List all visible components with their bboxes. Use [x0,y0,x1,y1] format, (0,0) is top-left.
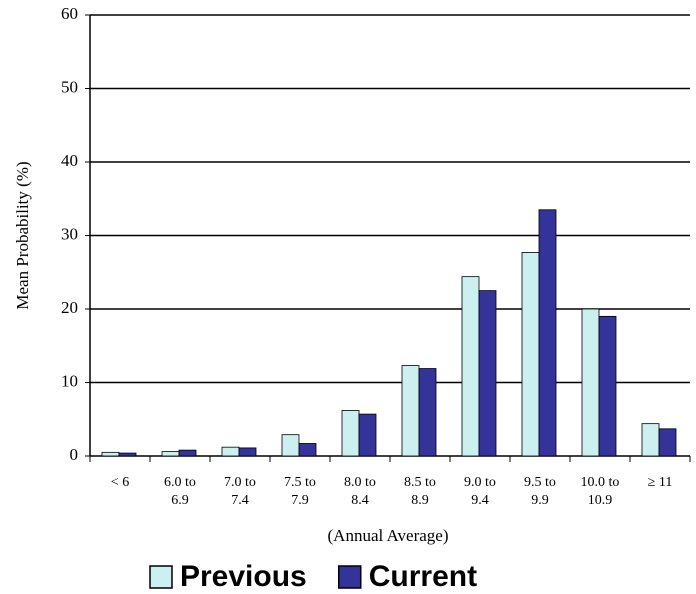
x-tick-label: 9.5 to 9.9 [524,475,556,508]
bar [478,290,497,457]
y-tick-label: 0 [70,445,79,464]
bar [101,451,120,457]
bar [521,252,540,457]
y-tick-label: 60 [61,4,78,23]
bar [161,451,180,457]
x-tick-label: ≥ 11 [647,475,673,490]
bar [581,308,600,457]
bar [658,428,677,457]
x-tick-label: 9.0 to 9.4 [464,475,496,508]
y-tick-label: 10 [61,371,78,390]
y-tick-label: 50 [61,77,78,96]
bar [358,413,377,457]
y-axis-label: Mean Probability (%) [13,161,32,309]
bar [118,452,137,457]
bar [401,365,420,457]
bar [538,209,557,457]
bar [641,423,660,457]
y-tick-label: 30 [61,224,78,243]
bar [418,368,437,457]
bar [178,449,197,457]
y-tick-label: 20 [61,298,78,317]
x-tick-label: 7.5 to 7.9 [284,475,316,508]
x-tick-label: 8.5 to 8.9 [404,475,436,508]
legend-swatch [337,565,362,589]
bar [341,410,360,457]
legend-swatch [149,565,173,589]
bar [298,443,317,457]
x-tick-label: 8.0 to 8.4 [344,475,376,508]
bar [281,434,300,457]
x-tick-label: 7.0 to 7.4 [224,475,256,508]
x-tick-label: 6.0 to 6.9 [164,475,196,508]
legend-label: Current [369,560,477,593]
bar [221,446,240,457]
bar [598,315,617,457]
legend-label: Previous [180,560,307,593]
bar [238,447,257,457]
bar [461,276,480,457]
x-tick-label: 10.0 to 10.9 [580,475,620,508]
y-tick-label: 40 [61,151,78,170]
x-axis-label: (Annual Average) [328,526,449,545]
x-tick-label: < 6 [110,475,130,490]
